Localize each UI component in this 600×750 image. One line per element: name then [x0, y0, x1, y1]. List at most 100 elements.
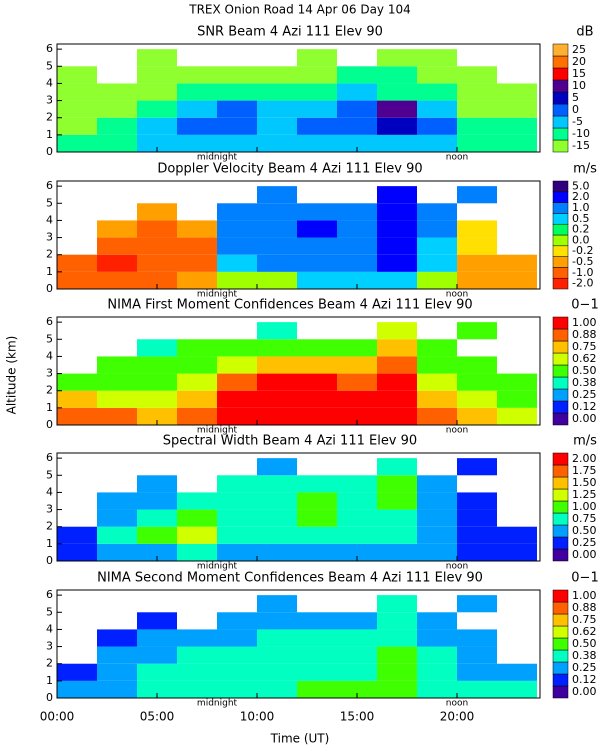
heat-cell: [257, 458, 297, 476]
heat-cell: [177, 663, 217, 681]
heat-cell: [177, 100, 217, 118]
y-tick-label: 4: [46, 76, 53, 89]
heat-cell: [97, 543, 137, 561]
x-tick-label: 20:00: [440, 710, 475, 724]
annotation: noon: [446, 426, 468, 436]
heat-cell: [137, 271, 177, 289]
colorbar-label: 5: [572, 91, 579, 104]
heat-cell: [337, 390, 377, 408]
heat-cell: [97, 680, 137, 698]
colorbar-box: [552, 512, 569, 526]
colorbar-label: 0.75: [572, 613, 597, 626]
y-tick-label: 5: [46, 605, 53, 618]
colorbar-label: 1.25: [572, 488, 597, 501]
colorbar-box: [552, 476, 569, 490]
heat-cell: [57, 117, 97, 135]
heat-cell: [337, 83, 377, 101]
heat-cell: [417, 237, 457, 255]
heat-cell: [417, 509, 457, 527]
x-tick-label: 10:00: [240, 710, 275, 724]
heat-cell: [417, 663, 457, 681]
colorbar-label: 0.12: [572, 400, 597, 413]
colorbar-label: 0.50: [572, 637, 597, 650]
heat-cell: [457, 220, 497, 238]
heat-cell: [217, 220, 257, 238]
y-tick-label: 0: [46, 282, 53, 295]
x-tick-label: 15:00: [340, 710, 375, 724]
heat-cell: [337, 543, 377, 561]
heat-cell: [457, 271, 497, 289]
heat-cell: [377, 407, 417, 425]
colorbar-box: [552, 139, 569, 153]
heat-cell: [297, 612, 337, 630]
x-tick-label: 00:00: [40, 710, 75, 724]
heat-cell: [137, 543, 177, 561]
colorbar-label: 1.00: [572, 589, 597, 602]
heat-cell: [417, 680, 457, 698]
heat-cell: [497, 526, 537, 544]
heat-cell: [177, 254, 217, 272]
heat-cell: [377, 680, 417, 698]
annotation: noon: [446, 290, 468, 300]
plot-frame: [56, 452, 541, 562]
heat-cell: [297, 117, 337, 135]
heat-cell: [417, 117, 457, 135]
y-tick-label: 1: [46, 674, 53, 687]
heat-cell: [377, 203, 417, 221]
colorbar-box: [552, 256, 569, 268]
heat-cell: [217, 66, 257, 84]
heat-cell: [457, 543, 497, 561]
heat-cell: [377, 186, 417, 204]
heat-cell: [257, 663, 297, 681]
colorbar-label: -5: [572, 115, 583, 128]
heat-cell: [457, 595, 497, 613]
heat-cell: [417, 100, 457, 118]
heat-cell: [497, 680, 537, 698]
heat-cell: [497, 663, 537, 681]
heat-cell: [417, 629, 457, 647]
heat-cell: [217, 390, 257, 408]
colorbar-label: 5.0: [572, 179, 590, 192]
heat-cell: [97, 83, 137, 101]
x-tick-label: 05:00: [140, 710, 175, 724]
y-tick-label: 1: [46, 265, 53, 278]
heat-cell: [177, 543, 217, 561]
plot-frame: [56, 43, 541, 153]
heat-cell: [377, 339, 417, 357]
y-tick-label: 1: [46, 401, 53, 414]
colorbar-label: -0.2: [572, 244, 593, 257]
heat-cell: [57, 254, 97, 272]
heat-cell: [137, 254, 177, 272]
annotation: noon: [446, 153, 468, 163]
y-tick-label: 3: [46, 94, 53, 107]
heat-cell: [337, 492, 377, 510]
annotation: midnight: [197, 699, 238, 709]
colorbar-box: [552, 103, 569, 117]
heat-cell: [417, 83, 457, 101]
heat-cell: [337, 66, 377, 84]
heat-cell: [297, 220, 337, 238]
heat-cell: [337, 612, 377, 630]
heat-cell: [377, 83, 417, 101]
heat-cell: [137, 509, 177, 527]
heat-cell: [217, 646, 257, 664]
heat-cell: [137, 49, 177, 67]
y-tick-label: 6: [46, 451, 53, 464]
colorbar-box: [552, 316, 569, 330]
heat-cell: [377, 509, 417, 527]
heat-cell: [217, 254, 257, 272]
heat-cell: [377, 595, 417, 613]
heat-cell: [457, 66, 497, 84]
colorbar-box: [552, 376, 569, 390]
annotation: midnight: [197, 562, 238, 572]
heat-cell: [457, 356, 497, 374]
colorbar-label: -2.0: [572, 277, 593, 290]
heat-cell: [137, 356, 177, 374]
y-tick-label: 6: [46, 588, 53, 601]
heat-cell: [337, 373, 377, 391]
heat-cell: [377, 390, 417, 408]
heat-cell: [457, 117, 497, 135]
heat-cell: [497, 134, 537, 152]
y-tick-label: 2: [46, 657, 53, 670]
